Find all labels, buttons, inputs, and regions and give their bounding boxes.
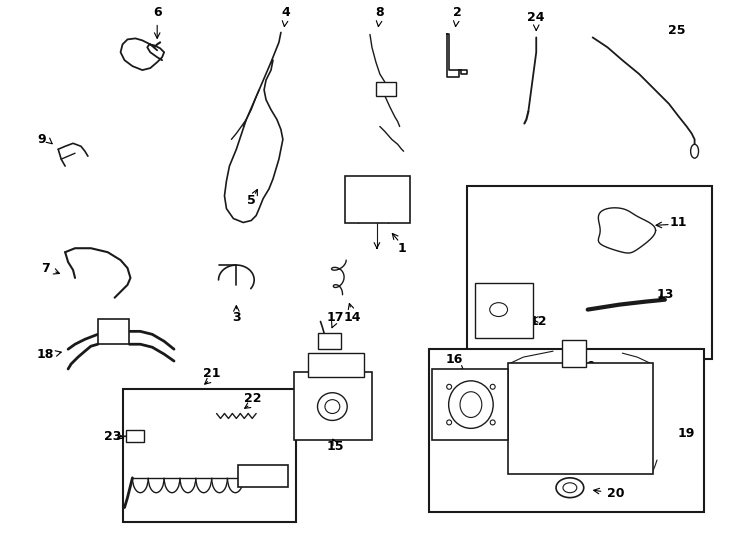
Text: 4: 4 — [281, 6, 290, 19]
Ellipse shape — [490, 384, 495, 389]
Ellipse shape — [447, 384, 451, 389]
FancyBboxPatch shape — [562, 340, 586, 367]
Ellipse shape — [691, 144, 699, 158]
FancyBboxPatch shape — [376, 82, 396, 96]
Text: 16: 16 — [446, 353, 462, 366]
Text: 17: 17 — [327, 311, 344, 324]
Ellipse shape — [490, 302, 507, 316]
FancyBboxPatch shape — [294, 372, 372, 440]
Text: 7: 7 — [41, 261, 50, 274]
Ellipse shape — [563, 483, 577, 492]
Ellipse shape — [460, 392, 482, 417]
Text: 20: 20 — [607, 487, 624, 500]
Text: 22: 22 — [244, 392, 262, 405]
FancyBboxPatch shape — [308, 353, 364, 377]
Ellipse shape — [448, 381, 493, 428]
Text: 1: 1 — [397, 242, 406, 255]
Text: 25: 25 — [668, 24, 686, 37]
Text: 3: 3 — [232, 311, 241, 324]
Text: 21: 21 — [203, 367, 220, 380]
FancyBboxPatch shape — [432, 369, 507, 440]
FancyBboxPatch shape — [98, 320, 129, 344]
FancyBboxPatch shape — [239, 465, 288, 487]
Ellipse shape — [318, 393, 347, 421]
FancyBboxPatch shape — [345, 176, 410, 224]
Text: 11: 11 — [670, 216, 688, 229]
FancyBboxPatch shape — [318, 333, 341, 349]
Text: 18: 18 — [37, 348, 54, 361]
FancyBboxPatch shape — [429, 349, 705, 512]
FancyBboxPatch shape — [475, 283, 534, 338]
Text: 23: 23 — [104, 430, 121, 443]
Ellipse shape — [325, 400, 340, 414]
Text: 12: 12 — [529, 315, 547, 328]
Ellipse shape — [447, 420, 451, 425]
Text: 19: 19 — [678, 427, 695, 440]
Text: 24: 24 — [528, 11, 545, 24]
FancyBboxPatch shape — [507, 363, 653, 474]
FancyBboxPatch shape — [123, 389, 296, 522]
Text: 10: 10 — [579, 361, 597, 374]
Text: 13: 13 — [656, 288, 674, 301]
FancyBboxPatch shape — [467, 186, 713, 359]
Ellipse shape — [556, 478, 584, 498]
Text: 6: 6 — [153, 6, 161, 19]
Text: 9: 9 — [37, 133, 46, 146]
Text: 2: 2 — [453, 6, 462, 19]
Text: 15: 15 — [327, 440, 344, 453]
Text: 5: 5 — [247, 194, 255, 207]
FancyBboxPatch shape — [126, 430, 145, 442]
Text: 14: 14 — [344, 311, 361, 324]
Ellipse shape — [490, 420, 495, 425]
Text: 8: 8 — [376, 6, 384, 19]
